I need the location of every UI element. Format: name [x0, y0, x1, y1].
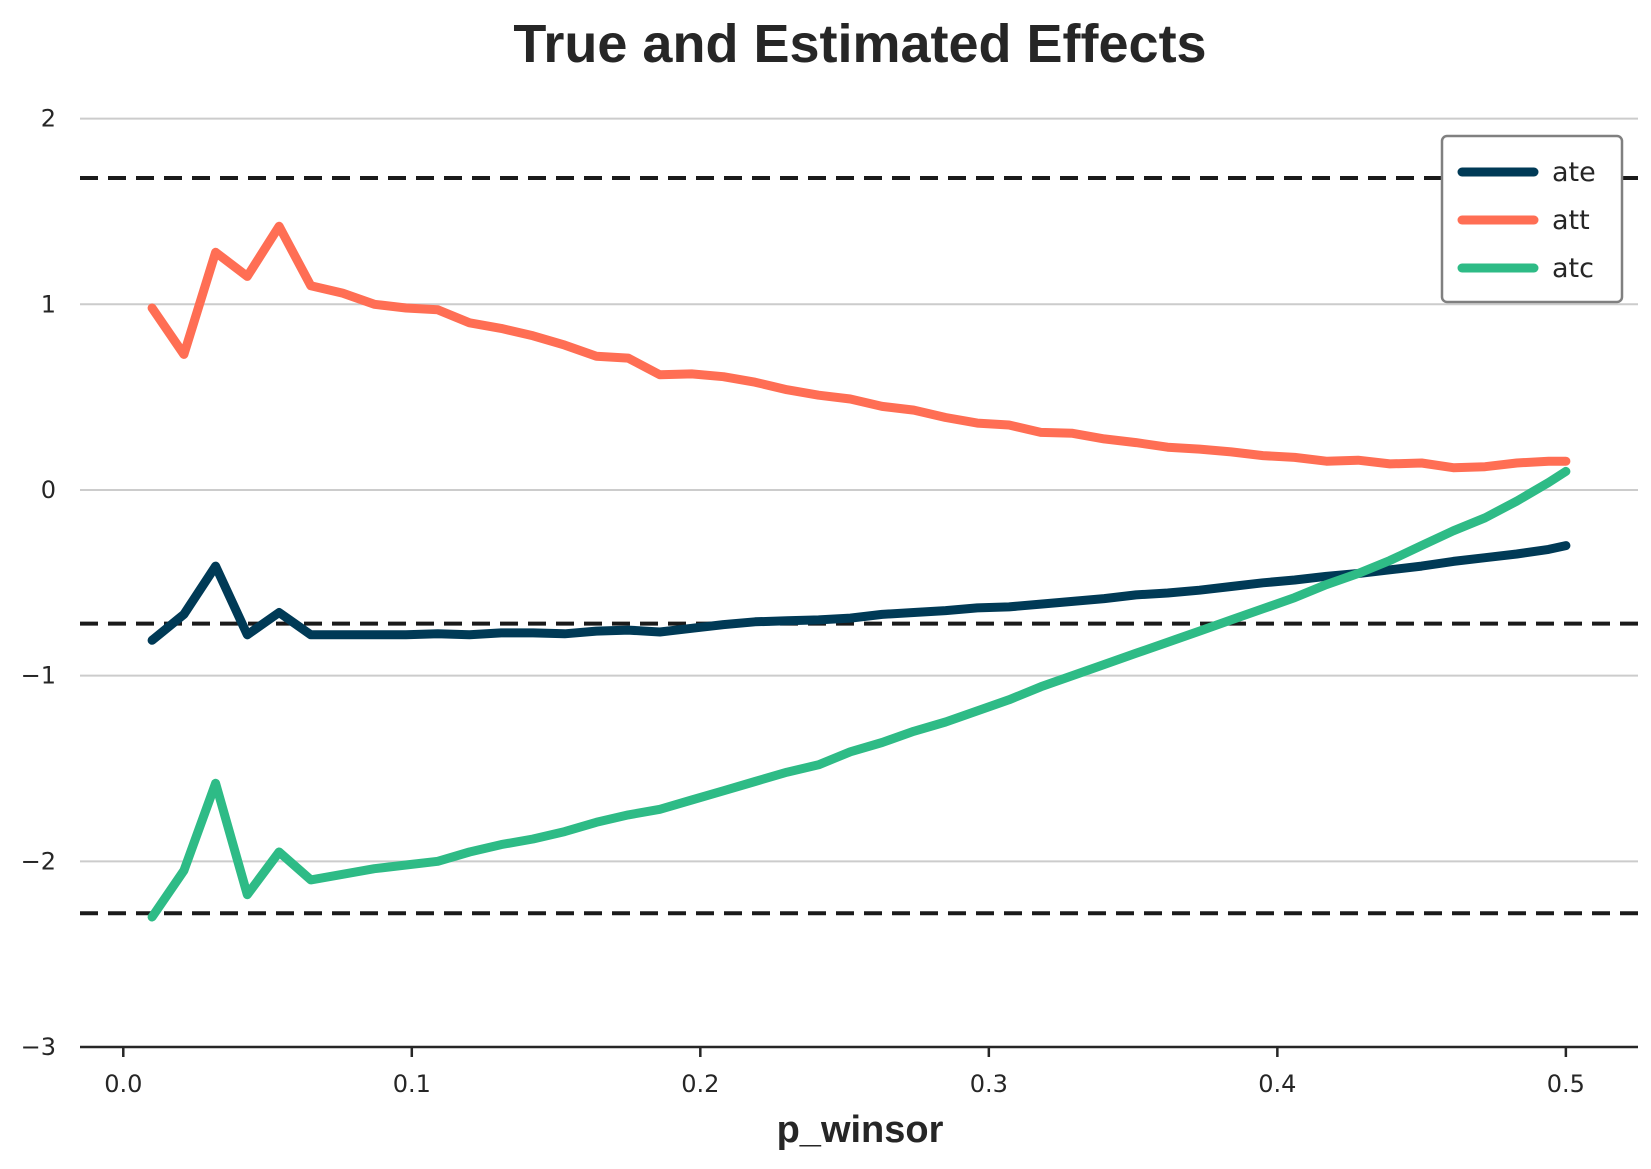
y-tick-label-1: −2 — [21, 847, 56, 875]
series-line-att — [147, 221, 1571, 473]
chart-title: True and Estimated Effects — [513, 14, 1206, 74]
reference-lines — [80, 175, 1638, 916]
y-tick-label-5: 2 — [41, 105, 56, 133]
x-tick-label-4: 0.4 — [1258, 1070, 1296, 1098]
grid-lines — [80, 117, 1638, 863]
series-line-atc — [147, 466, 1571, 922]
x-tick-label-0: 0.0 — [104, 1070, 142, 1098]
y-tick-label-3: 0 — [41, 476, 56, 504]
series-lines — [147, 221, 1571, 922]
y-tick-label-4: 1 — [41, 290, 56, 318]
legend-label-atc: atc — [1552, 253, 1594, 284]
series-line-ate — [147, 541, 1571, 645]
x-tick-label-2: 0.2 — [681, 1070, 719, 1098]
x-tick-label-1: 0.1 — [393, 1070, 431, 1098]
axes — [80, 1045, 1638, 1057]
x-axis-label: p_winsor — [777, 1109, 944, 1151]
legend-label-ate: ate — [1552, 157, 1596, 188]
y-tick-labels: −3 −2 −1 0 1 2 — [21, 105, 56, 1061]
legend: ate att atc — [1440, 134, 1624, 304]
x-tick-labels: 0.0 0.1 0.2 0.3 0.4 0.5 — [104, 1070, 1585, 1098]
x-tick-label-5: 0.5 — [1547, 1070, 1585, 1098]
legend-label-att: att — [1552, 205, 1590, 236]
y-tick-label-2: −1 — [21, 662, 56, 690]
y-tick-label-0: −3 — [21, 1033, 56, 1061]
x-tick-label-3: 0.3 — [970, 1070, 1008, 1098]
